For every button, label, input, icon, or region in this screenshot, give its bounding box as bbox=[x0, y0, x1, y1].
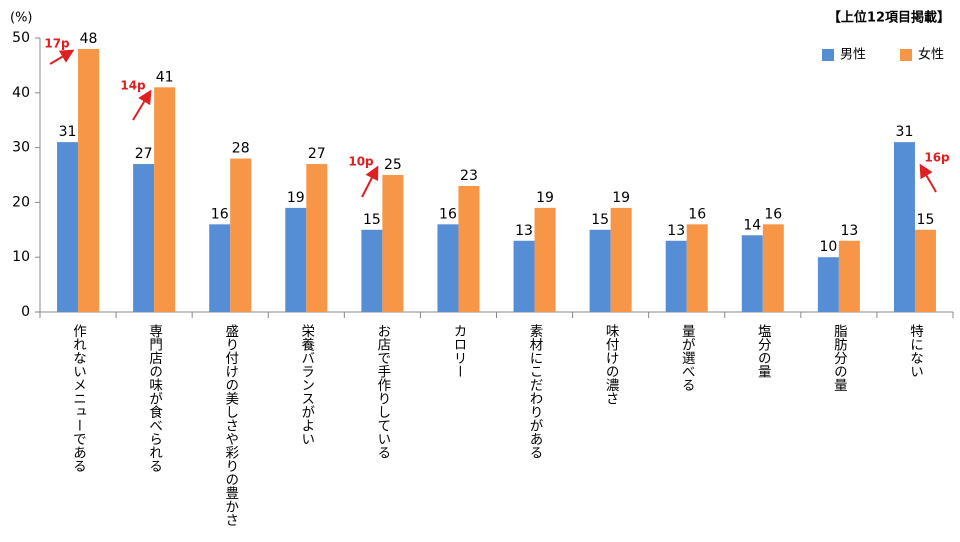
bar bbox=[762, 224, 784, 312]
bar bbox=[437, 224, 459, 312]
bar bbox=[285, 207, 307, 312]
bar bbox=[817, 257, 839, 312]
x-tick-label: 塩分の量 bbox=[755, 324, 772, 379]
data-label: 19 bbox=[612, 190, 630, 206]
y-tick-label: 10 bbox=[12, 249, 30, 265]
bar bbox=[610, 207, 632, 312]
data-label: 19 bbox=[536, 190, 554, 206]
bar bbox=[306, 164, 328, 312]
data-label: 23 bbox=[460, 168, 478, 184]
data-label: 16 bbox=[764, 206, 782, 222]
bar bbox=[78, 48, 100, 313]
x-tick-label: 作れないメニューである bbox=[70, 324, 87, 473]
legend-label: 男性 bbox=[840, 48, 866, 63]
bar bbox=[893, 142, 915, 312]
annotation: 16p bbox=[924, 151, 950, 165]
x-tick-label: 量が選べる bbox=[679, 324, 696, 392]
data-label: 15 bbox=[591, 212, 609, 228]
bar bbox=[534, 207, 556, 312]
y-tick-label: 20 bbox=[12, 194, 30, 210]
bar bbox=[665, 240, 687, 312]
bar bbox=[382, 175, 404, 312]
legend-swatch bbox=[822, 49, 834, 61]
data-label: 27 bbox=[135, 146, 153, 162]
data-label: 13 bbox=[515, 223, 533, 239]
bar bbox=[458, 185, 480, 312]
bar bbox=[230, 158, 252, 312]
x-tick-label: 盛り付けの美しさや彩りの豊かさ bbox=[222, 324, 239, 527]
y-axis-label: (%) bbox=[10, 11, 33, 26]
data-label: 16 bbox=[439, 206, 457, 222]
x-tick-label: 素材にこだわりがある bbox=[527, 324, 544, 459]
data-label: 31 bbox=[896, 124, 914, 140]
data-label: 19 bbox=[287, 190, 305, 206]
annotation-arrow bbox=[49, 49, 75, 65]
annotation-arrow bbox=[919, 163, 937, 193]
x-tick-label: カロリー bbox=[450, 324, 466, 378]
bar bbox=[513, 240, 535, 312]
data-label: 10 bbox=[819, 239, 837, 255]
y-tick-label: 40 bbox=[12, 85, 30, 101]
bar bbox=[686, 224, 708, 312]
bar bbox=[133, 164, 155, 312]
x-tick-label: 栄養バランスがよい bbox=[298, 324, 315, 446]
annotation-arrow bbox=[361, 165, 379, 198]
bar bbox=[589, 229, 611, 312]
data-label: 16 bbox=[688, 206, 706, 222]
bar bbox=[361, 229, 383, 312]
legend-label: 女性 bbox=[918, 47, 944, 63]
data-label: 48 bbox=[80, 31, 98, 47]
y-tick-label: 50 bbox=[12, 30, 30, 46]
data-label: 13 bbox=[667, 223, 685, 239]
x-tick-label: 脂肪分の量 bbox=[831, 324, 848, 392]
bar bbox=[154, 87, 176, 312]
bar bbox=[57, 142, 79, 312]
data-label: 27 bbox=[308, 146, 326, 162]
data-label: 13 bbox=[840, 223, 858, 239]
y-tick-label: 0 bbox=[21, 304, 30, 320]
legend-swatch bbox=[900, 49, 912, 61]
data-label: 15 bbox=[917, 212, 935, 228]
bar bbox=[914, 229, 936, 312]
note: 【上位12項目掲載】 bbox=[828, 10, 950, 26]
annotation: 10p bbox=[348, 155, 374, 169]
data-label: 41 bbox=[156, 69, 174, 85]
x-tick-label: お店で手作りしている bbox=[374, 324, 391, 459]
x-tick-label: 専門店の味が食べられる bbox=[146, 324, 163, 473]
data-label: 14 bbox=[743, 217, 761, 233]
annotation-arrow bbox=[132, 89, 152, 121]
annotation: 17p bbox=[44, 37, 70, 51]
data-label: 31 bbox=[59, 124, 77, 140]
annotation: 14p bbox=[120, 79, 146, 93]
bar bbox=[741, 235, 763, 312]
data-label: 15 bbox=[363, 212, 381, 228]
data-label: 28 bbox=[232, 141, 250, 157]
data-label: 25 bbox=[384, 157, 402, 173]
bar bbox=[838, 240, 860, 312]
x-tick-label: 特にない bbox=[907, 324, 924, 378]
y-tick-label: 30 bbox=[12, 140, 30, 156]
x-tick-label: 味付けの濃さ bbox=[603, 324, 620, 406]
bar bbox=[209, 224, 231, 312]
data-label: 16 bbox=[211, 206, 229, 222]
